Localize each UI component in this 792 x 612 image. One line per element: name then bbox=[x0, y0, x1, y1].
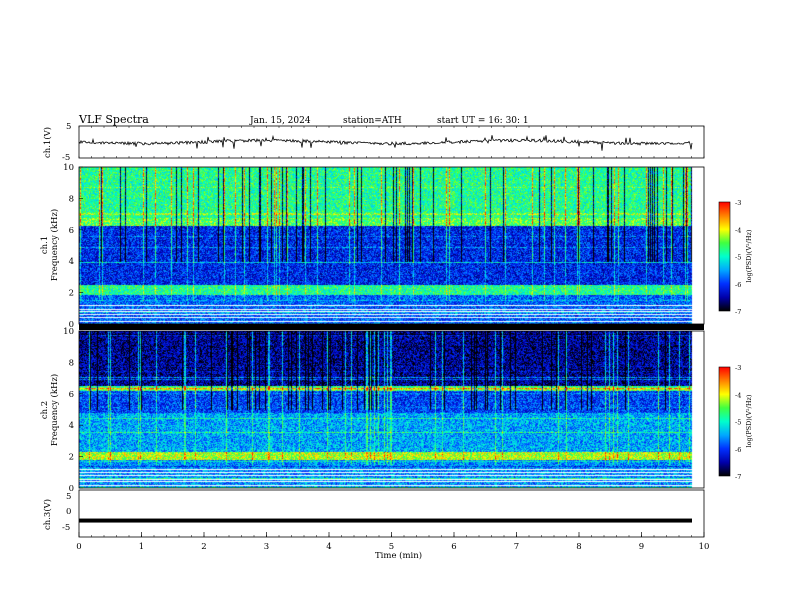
time-tick-label: 4 bbox=[326, 542, 331, 552]
time-tick-label: 10 bbox=[699, 542, 710, 552]
ch2-colorbar-gradient bbox=[718, 366, 731, 477]
ch2-spectrogram-ylabel-line2: Frequency (kHz) bbox=[49, 374, 60, 446]
colorbar-tick-label: -5 bbox=[735, 419, 741, 427]
time-tick-label: 1 bbox=[139, 542, 144, 552]
ch3-waveform-panel: 5 0 -5 ch.3(V) bbox=[42, 489, 705, 538]
time-tick-label: 9 bbox=[639, 542, 644, 552]
frequency-tick-label: 10 bbox=[63, 163, 74, 173]
frequency-tick-label: 4 bbox=[69, 421, 74, 431]
ch1-ytick-top: 5 bbox=[66, 122, 71, 132]
time-tick-label: 2 bbox=[201, 542, 206, 552]
ch1-waveform-trace bbox=[78, 134, 693, 151]
figure-title: VLF Spectra bbox=[78, 113, 149, 126]
ch2-spectrogram-heatmap bbox=[79, 331, 704, 488]
ch1-spectrogram-heatmap bbox=[79, 167, 704, 324]
colorbar-tick-label: -4 bbox=[735, 226, 741, 234]
colorbar-tick-label: -5 bbox=[735, 254, 741, 262]
time-tick-label: 5 bbox=[389, 542, 394, 552]
ch1-colorbar-ticks: -3 -4 -5 -6 -7 bbox=[735, 199, 741, 316]
ch2-colorbar-ticks: -3 -4 -5 -6 -7 bbox=[735, 364, 741, 481]
time-axis-ticks: 0 1 2 3 4 5 6 7 8 9 10 bbox=[76, 126, 709, 552]
frequency-tick-label: 4 bbox=[69, 257, 74, 267]
frequency-tick-label: 8 bbox=[69, 358, 74, 368]
colorbar-tick-label: -3 bbox=[735, 199, 741, 207]
ch2-colorbar-label: log(PSD)(V²/Hz) bbox=[745, 394, 753, 447]
time-axis-label: Time (min) bbox=[375, 550, 422, 561]
frequency-tick-label: 0 bbox=[69, 320, 74, 330]
ch3-ytick-bottom: -5 bbox=[62, 523, 70, 533]
colorbar-tick-label: -7 bbox=[735, 473, 741, 481]
frequency-tick-label: 6 bbox=[69, 390, 74, 400]
ch1-colorbar-gradient bbox=[718, 201, 731, 312]
frequency-tick-label: 6 bbox=[69, 226, 74, 236]
ch2-spectrogram-frame bbox=[78, 330, 705, 489]
colorbar-tick-label: -6 bbox=[735, 446, 741, 454]
ch1-waveform-ylabel: ch.1(V) bbox=[42, 127, 53, 158]
ch1-waveform-panel: 5 -5 ch.1(V) bbox=[42, 122, 705, 163]
frequency-tick-label: 0 bbox=[69, 484, 74, 494]
ch2-spectrogram-yticks: 0 2 4 6 8 10 bbox=[63, 327, 83, 494]
ch1-spectrogram-yticks: 0 2 4 6 8 10 bbox=[63, 163, 83, 330]
start-ut-label: start UT = 16: 30: 1 bbox=[437, 116, 529, 126]
time-tick-label: 3 bbox=[264, 542, 269, 552]
ch3-waveform-ylabel: ch.3(V) bbox=[42, 499, 53, 530]
time-tick-label: 7 bbox=[514, 542, 519, 552]
ch1-spectrogram-panel: 0 2 4 6 8 10 ch.1 Frequency (kHz) bbox=[40, 163, 705, 330]
time-tick-label: 6 bbox=[451, 542, 456, 552]
ch3-waveform-trace bbox=[79, 518, 692, 523]
ch1-spectrogram-ylabel-line2: Frequency (kHz) bbox=[49, 209, 60, 281]
ch1-colorbar-label: log(PSD)(V²/Hz) bbox=[745, 229, 753, 282]
time-tick-label: 0 bbox=[76, 542, 81, 552]
ch1-waveform-frame bbox=[78, 125, 705, 159]
frequency-tick-label: 2 bbox=[69, 453, 74, 463]
colorbar-tick-label: -7 bbox=[735, 308, 741, 316]
time-tick-label: 8 bbox=[576, 542, 581, 552]
colorbar-tick-label: -4 bbox=[735, 391, 741, 399]
ch3-waveform-frame bbox=[78, 489, 705, 538]
ch3-ytick-top: 5 bbox=[66, 492, 71, 502]
colorbar-tick-label: -3 bbox=[735, 364, 741, 372]
frequency-tick-label: 8 bbox=[69, 194, 74, 204]
ch2-colorbar: -3 -4 -5 -6 -7 log(PSD)(V²/Hz) bbox=[718, 364, 753, 481]
frequency-tick-label: 2 bbox=[69, 289, 74, 299]
date-label: Jan. 15, 2024 bbox=[249, 116, 311, 126]
ch1-spectrogram-ylabel-line1: ch.1 bbox=[40, 236, 50, 254]
frequency-tick-label: 10 bbox=[63, 327, 74, 337]
ch3-ytick-mid: 0 bbox=[66, 507, 71, 517]
ch1-colorbar: -3 -4 -5 -6 -7 log(PSD)(V²/Hz) bbox=[718, 199, 753, 316]
ch2-spectrogram-ylabel-line1: ch.2 bbox=[40, 401, 50, 419]
ch1-spectrogram-bottom-band bbox=[79, 324, 704, 330]
ch1-ytick-bottom: -5 bbox=[62, 153, 70, 163]
station-label: station=ATH bbox=[343, 116, 402, 126]
ch2-spectrogram-panel: 0 2 4 6 8 10 ch.2 Frequency (kHz) bbox=[40, 327, 705, 494]
colorbar-tick-label: -6 bbox=[735, 281, 741, 289]
